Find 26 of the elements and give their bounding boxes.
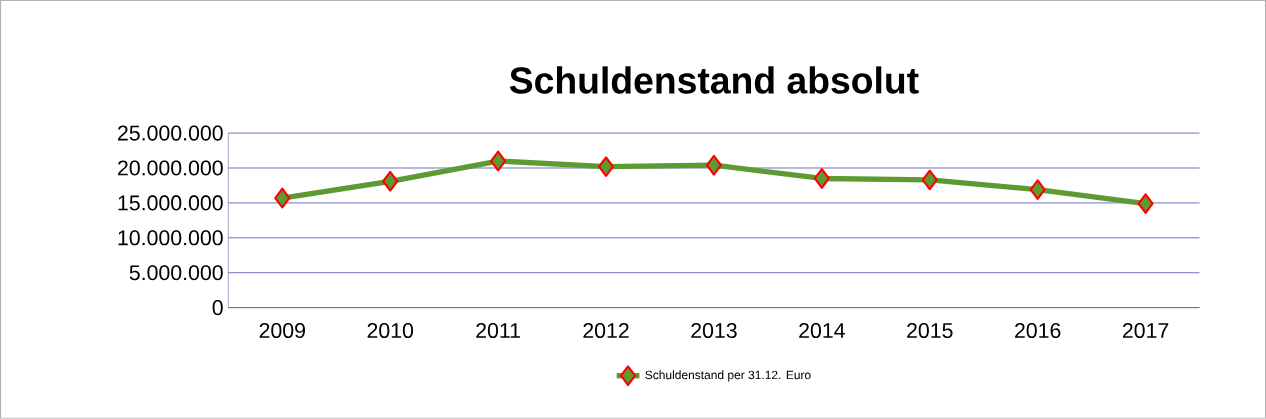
point: [274, 187, 291, 209]
x-tick-label: 2015: [907, 323, 953, 339]
x-tick-label: 2014: [799, 323, 845, 339]
point: [705, 154, 722, 176]
legend-label: Schuldenstand per 31.12. Euro: [645, 370, 811, 382]
y-tick-label: 20.000.000: [118, 160, 223, 176]
y-tick-label: 5.000.000: [129, 265, 223, 281]
y-tick-label: 10.000.000: [118, 230, 223, 246]
chart-title: Schuldenstand absolut: [509, 66, 919, 94]
point: [382, 171, 399, 192]
x-tick-label: 2009: [259, 323, 305, 339]
point: [597, 156, 615, 178]
y-tick-label: 25.000.000: [118, 125, 223, 141]
point: [490, 150, 507, 172]
x-tick-label: 2017: [1122, 323, 1169, 339]
point: [813, 168, 830, 189]
point: [921, 169, 938, 191]
point: [1029, 179, 1046, 201]
x-tick-label: 2016: [1015, 323, 1061, 339]
y-tick-label: 15.000.000: [118, 195, 223, 211]
x-tick-label: 2013: [691, 323, 737, 339]
x-tick-label: 2010: [367, 323, 414, 339]
point: [1137, 193, 1154, 215]
x-tick-label: 2011: [476, 323, 520, 339]
x-tick-label: 2012: [583, 323, 629, 339]
y-tick-label: 0: [212, 300, 223, 316]
